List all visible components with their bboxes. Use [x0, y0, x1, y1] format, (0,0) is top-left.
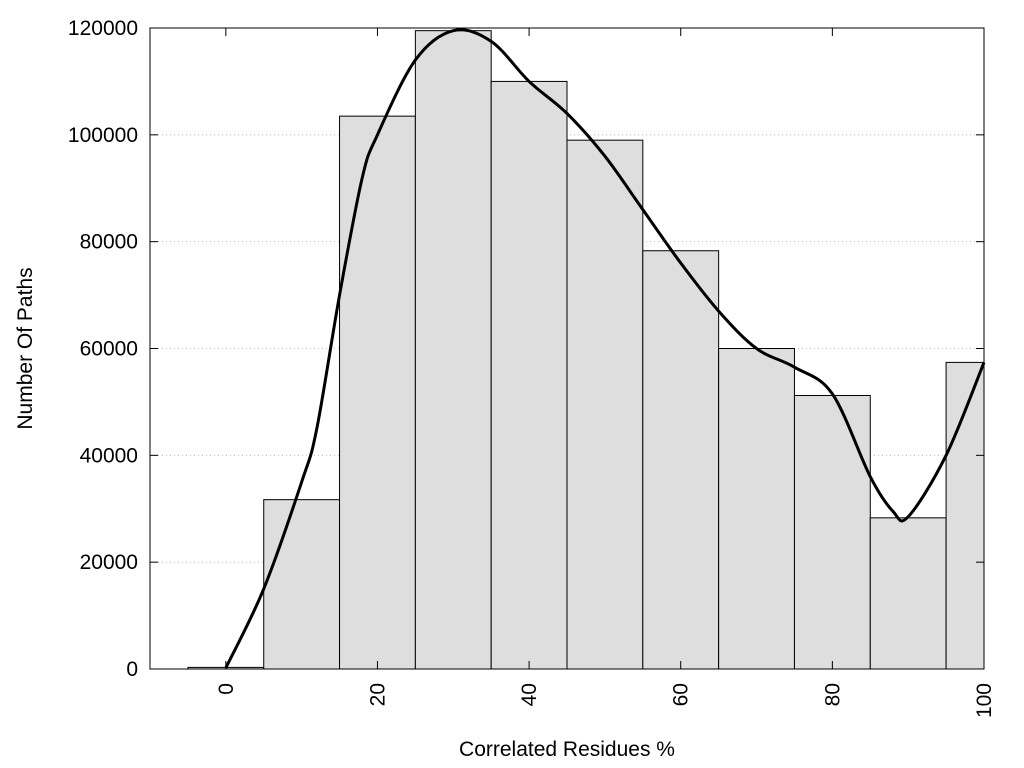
y-tick-label: 0: [126, 658, 138, 681]
y-tick-label: 120000: [68, 17, 138, 40]
histogram-bar: [642, 250, 720, 670]
histogram-bar: [793, 395, 871, 670]
bars: [187, 30, 985, 670]
histogram-bar: [566, 139, 644, 670]
histogram-bar: [414, 30, 492, 670]
histogram-bar: [339, 115, 416, 670]
x-tick-label: 40: [518, 683, 541, 706]
histogram-bar: [263, 499, 341, 670]
histogram-bar: [869, 517, 947, 670]
x-axis-ticks: 0 20 40 60 80 100: [215, 28, 996, 718]
x-tick-label: 0: [215, 683, 238, 695]
y-tick-label: 20000: [80, 551, 138, 574]
y-tick-label: 100000: [68, 124, 138, 147]
trend-curve-path: [224, 28, 986, 669]
x-tick-label: 100: [973, 683, 996, 718]
y-axis-title: Number Of Paths: [14, 267, 37, 429]
y-tick-label: 80000: [80, 231, 138, 254]
x-tick-label: 80: [821, 683, 844, 706]
histogram-bar: [718, 348, 795, 670]
x-tick-label: 60: [670, 683, 693, 706]
x-axis-title: Correlated Residues %: [459, 738, 675, 761]
x-tick-label: 20: [366, 683, 389, 706]
histogram-bar: [490, 80, 568, 670]
y-tick-label: 40000: [80, 444, 138, 467]
trend-curve: [224, 28, 986, 669]
y-axis-ticks: 0 20000 40000 60000 80000 100000 120000: [68, 17, 984, 681]
y-tick-label: 60000: [80, 338, 138, 361]
